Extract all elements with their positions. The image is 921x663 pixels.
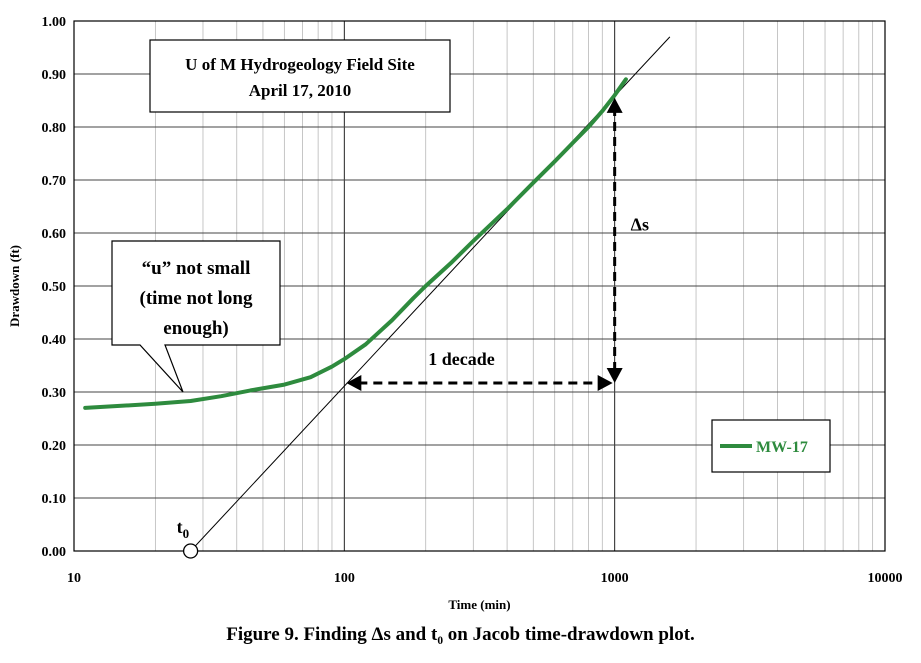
y-tick-label: 0.30 [42, 386, 67, 401]
series-point [424, 284, 428, 288]
callout-line-1: “u” not small [142, 258, 251, 279]
y-tick-label: 0.90 [42, 68, 67, 83]
series-point [219, 394, 223, 398]
callout-line-3: enough) [163, 318, 228, 339]
series-point [189, 399, 193, 403]
x-tick-label: 100 [334, 571, 355, 586]
x-axis-title: Time (min) [448, 597, 510, 612]
y-tick-label: 0.40 [42, 333, 67, 348]
series-point [390, 318, 394, 323]
x-tick-label: 10000 [868, 571, 903, 586]
series-points [83, 77, 628, 410]
callout-box: “u” not small (time not long enough) [111, 240, 281, 393]
series-point [411, 296, 415, 300]
decade-arrow: 1 decade [346, 349, 613, 391]
figure-caption: Figure 9. Finding Δs and t₀ on Jacob tim… [226, 624, 695, 645]
series-point [531, 181, 535, 185]
series-point [248, 388, 253, 393]
series-point [571, 141, 575, 145]
series-line-mw-17 [83, 77, 628, 410]
series-point [450, 260, 454, 264]
series-point [342, 357, 346, 361]
series-point [505, 207, 509, 211]
callout-line-2: (time not long [140, 288, 253, 309]
x-tick-label: 10 [67, 571, 81, 586]
y-tick-label: 0.00 [42, 545, 67, 560]
y-tick-label: 0.80 [42, 121, 67, 136]
series-point [153, 402, 157, 406]
x-tick-label: 1000 [601, 571, 629, 586]
y-tick-label: 0.50 [42, 280, 67, 295]
series-point [83, 406, 87, 410]
y-tick-label: 0.20 [42, 439, 67, 454]
y-tick-label: 1.00 [42, 15, 67, 30]
y-tick-label: 0.70 [42, 174, 67, 189]
chart-canvas: 0.00 0.10 0.20 0.30 0.40 0.50 0.60 0.70 0.80 0.90… [7, 15, 903, 612]
series-point [613, 93, 617, 97]
delta-s-arrow: Δs [606, 97, 649, 383]
delta-s-label: Δs [631, 214, 649, 234]
legend: MW-17 [711, 419, 831, 473]
decade-label: 1 decade [428, 349, 495, 369]
series-point [330, 364, 334, 369]
series-point [600, 109, 604, 113]
series-point [120, 404, 124, 408]
series-point [471, 239, 475, 243]
title-box: U of M Hydrogeology Field Site April 17,… [149, 39, 451, 113]
series-point [586, 125, 591, 129]
plot-frame [73, 20, 886, 552]
y-tick-label: 0.60 [42, 227, 67, 242]
title-line-1: U of M Hydrogeology Field Site [185, 55, 415, 74]
title-line-2: April 17, 2010 [249, 81, 351, 100]
series-point [308, 375, 313, 379]
y-axis-ticks: 0.00 0.10 0.20 0.30 0.40 0.50 0.60 0.70 0.80 0.90… [42, 15, 67, 560]
y-tick-label: 0.10 [42, 492, 67, 507]
x-axis-ticks: 10 100 1000 10000 [67, 571, 903, 586]
series-point [553, 159, 557, 164]
series-point [624, 77, 628, 81]
legend-label: MW-17 [756, 439, 808, 456]
y-axis-title: Drawdown (ft) [7, 245, 22, 327]
series-point [282, 382, 286, 387]
series-point [364, 342, 368, 346]
t0-label: t0 [177, 517, 190, 541]
t0-marker [182, 543, 199, 559]
